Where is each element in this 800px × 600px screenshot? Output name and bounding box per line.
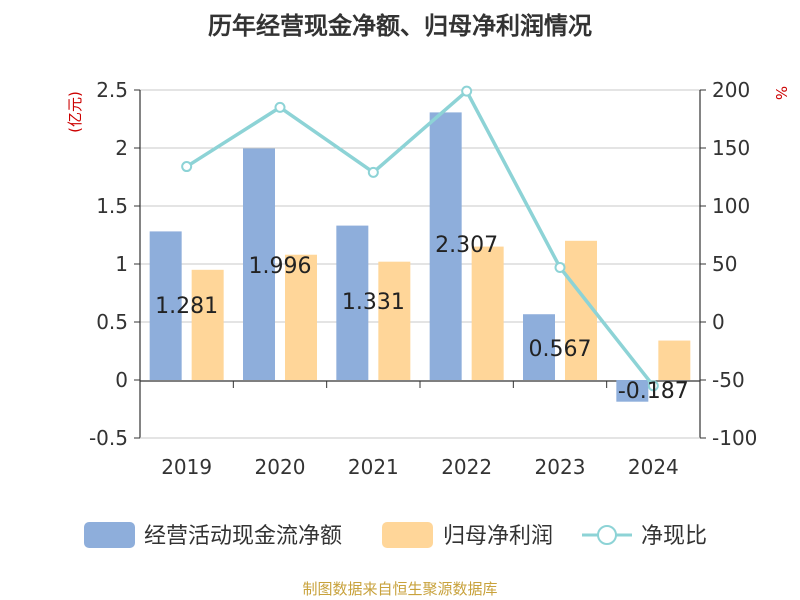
x-tick-label: 2019 (161, 455, 212, 479)
bar-net-profit (191, 269, 224, 380)
bar-operating-cash-flow (336, 225, 369, 380)
x-tick-label: 2020 (255, 455, 306, 479)
data-labels: 1.281 1.996 1.331 2.307 0.567 -0.187 (155, 233, 689, 404)
left-tick-label: 0 (115, 368, 128, 392)
bar-value-label: 0.567 (529, 337, 592, 362)
x-tick-label: 2023 (535, 455, 586, 479)
right-tick-label: -50 (712, 368, 745, 392)
ratio-line-path (185, 89, 655, 387)
bar-operating-cash-flow (523, 314, 555, 380)
bar-net-profit (471, 246, 504, 380)
legend-swatch (382, 522, 433, 548)
ratio-point (367, 166, 379, 178)
x-tick-label: 2022 (441, 455, 492, 479)
x-tick-label: 2021 (348, 455, 399, 479)
right-tick-label: 50 (712, 252, 737, 276)
bar-net-profit (658, 340, 691, 380)
left-tick-label: -0.5 (89, 426, 128, 450)
ratio-point (181, 161, 193, 173)
right-tick-label: 150 (712, 136, 750, 160)
legend-label: 净现比 (641, 524, 707, 549)
right-tick-label: 100 (712, 194, 750, 218)
bar-value-label: 2.307 (435, 233, 498, 258)
bar-operating-cash-flow (429, 112, 462, 380)
ratio-line (181, 85, 659, 392)
bar-net-profit (378, 261, 411, 380)
bar-operating-cash-flow (616, 380, 649, 402)
left-tick-label: 1.5 (96, 194, 128, 218)
x-tick-label: 2024 (628, 455, 679, 479)
legend-label: 归母净利润 (443, 524, 553, 549)
legend-swatch (84, 522, 135, 548)
bar-operating-cash-flow (149, 231, 182, 380)
ratio-point (554, 261, 566, 273)
data-source-note: 制图数据来自恒生聚源数据库 (302, 580, 497, 598)
ratio-point (461, 85, 473, 97)
bar-value-label: 1.331 (342, 290, 405, 315)
right-axis-unit: % (772, 86, 790, 100)
left-tick-label: 2 (115, 136, 128, 160)
ratio-point (274, 101, 286, 113)
legend-marker (597, 525, 617, 545)
axes: -0.5 0 0.5 1 1.5 2 2.5 -100 -50 0 50 100 150 200 2019 2… (89, 78, 757, 479)
bar-value-label: 1.996 (249, 254, 312, 279)
right-tick-label: 0 (712, 310, 725, 334)
left-tick-label: 2.5 (96, 78, 128, 102)
legend-label: 经营活动现金流净额 (144, 524, 342, 549)
left-tick-label: 0.5 (96, 310, 128, 334)
bar-value-label: 1.281 (155, 294, 218, 319)
bars (149, 112, 691, 402)
chart-title: 历年经营现金净额、归母净利润情况 (208, 12, 592, 40)
left-axis-unit: (亿元) (66, 91, 84, 133)
bar-value-label: -0.187 (618, 379, 689, 404)
ratio-point (647, 380, 659, 392)
right-tick-label: 200 (712, 78, 750, 102)
right-tick-label: -100 (712, 426, 757, 450)
legend: 经营活动现金流净额 归母净利润 净现比 (84, 522, 707, 549)
left-tick-label: 1 (115, 252, 128, 276)
bar-net-profit (285, 254, 317, 380)
bar-operating-cash-flow (243, 148, 275, 380)
